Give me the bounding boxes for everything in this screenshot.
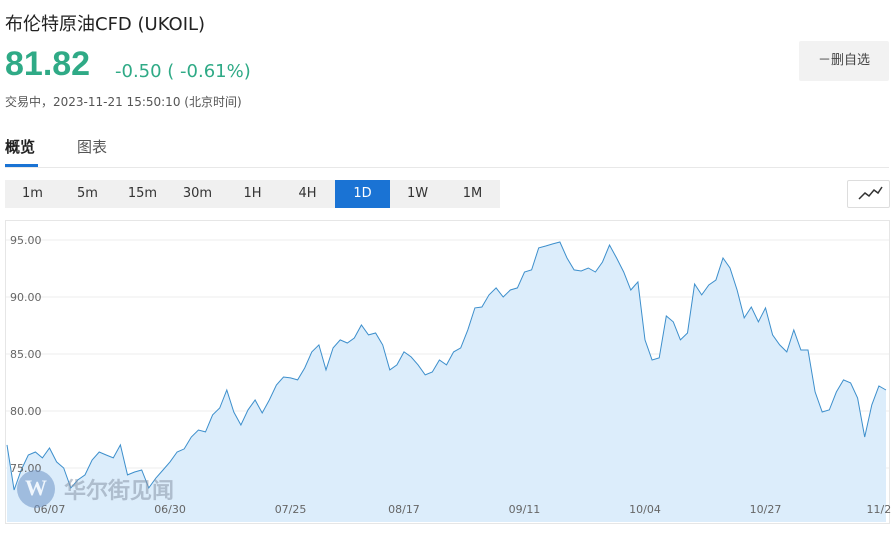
x-tick-label: 06/07	[34, 503, 66, 516]
change: -0.50 ( -0.61%)	[115, 61, 251, 82]
period-button[interactable]: 30m	[182, 186, 213, 201]
line-icon	[858, 186, 883, 200]
tab[interactable]: 图表	[77, 138, 108, 156]
x-tick-label: 10/27	[750, 503, 782, 516]
x-tick-label: 06/30	[154, 503, 186, 516]
y-tick-label: 75.00	[10, 462, 42, 475]
period-bar: 1m 5m 15m 30m 1H 4H 1D 1W 1M	[5, 180, 500, 208]
y-tick-label: 80.00	[10, 405, 42, 418]
period-button[interactable]: 4H	[298, 186, 317, 201]
y-tick-label: 90.00	[10, 291, 42, 304]
period-button[interactable]: 1W	[406, 186, 429, 201]
status: 交易中，2023-11-21 15:50:10 (北京时间)	[5, 95, 242, 109]
line	[6, 241, 887, 491]
watermark-logo	[17, 470, 55, 508]
watermark-logo-letter: W	[25, 475, 47, 500]
x-tick-label: 08/17	[388, 503, 420, 516]
separator	[5, 167, 889, 168]
chart-type-button[interactable]	[847, 180, 890, 208]
period-button[interactable]: 1m	[22, 186, 43, 201]
period-button[interactable]: 1D	[335, 180, 390, 208]
x-tick-label: 11/2	[867, 503, 892, 516]
title: 布伦特原油CFD (UKOIL)	[5, 14, 206, 35]
tab-underline	[5, 164, 38, 167]
watermark-group: W 华尔街见闻	[17, 470, 174, 508]
x-tick-label: 09/11	[509, 503, 541, 516]
period-button[interactable]: 1H	[243, 186, 262, 201]
period-button[interactable]: 15m	[127, 186, 158, 201]
x-tick-label: 07/25	[275, 503, 307, 516]
period-button[interactable]: 5m	[77, 186, 98, 201]
period-button[interactable]: 1M	[462, 186, 483, 201]
price: 81.82	[5, 45, 91, 83]
area	[7, 242, 886, 522]
y-tick-label: 95.00	[10, 234, 42, 247]
remove-watchlist-button[interactable]: －删自选	[799, 41, 889, 81]
tab[interactable]: 概览	[5, 138, 36, 156]
plot-frame	[5, 220, 890, 524]
watermark: 华尔街见闻	[64, 478, 174, 504]
x-tick-label: 10/04	[629, 503, 661, 516]
y-tick-label: 85.00	[10, 348, 42, 361]
